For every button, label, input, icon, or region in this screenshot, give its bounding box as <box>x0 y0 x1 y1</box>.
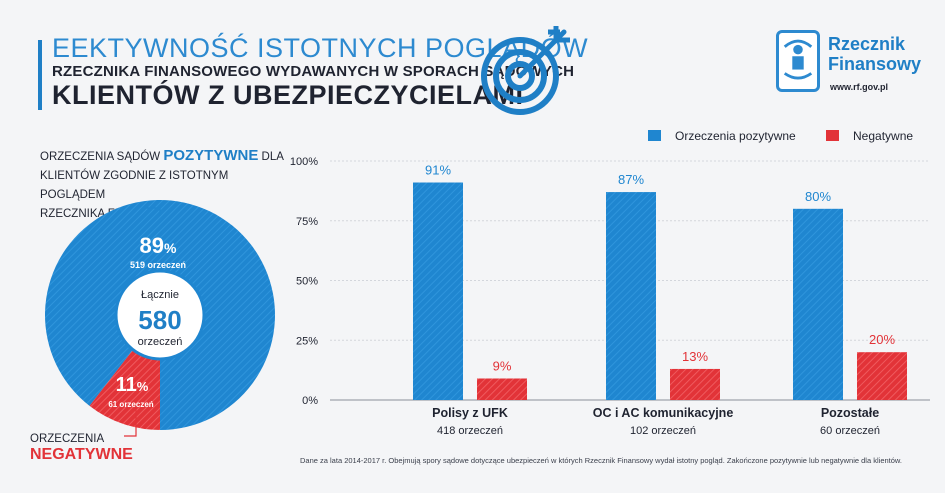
data-label: 13% <box>682 349 708 364</box>
data-label: 91% <box>425 163 451 178</box>
y-tick-label: 0% <box>302 395 318 407</box>
negative-caption-line1: ORZECZENIA <box>30 433 105 445</box>
x-category-label: OC i AC komunikacyjne <box>593 406 734 420</box>
title-line-3: KLIENTÓW Z UBEZPIECZYCIELAMI <box>52 80 524 110</box>
legend-item-negative: Negatywne <box>826 129 913 143</box>
positive-caption-line2: KLIENTÓW ZGODNIE Z ISTOTNYM POGLĄDEM <box>40 170 229 201</box>
bar-positive <box>413 182 463 400</box>
x-category-label: Pozostałe <box>821 406 879 420</box>
y-tick-label: 100% <box>290 156 318 168</box>
legend-swatch-positive <box>648 130 661 141</box>
x-category-label: Polisy z UFK <box>432 406 508 420</box>
donut-negative-pct-value: 11 <box>116 374 137 396</box>
logo-name-line2: Finansowy <box>828 54 922 74</box>
bar-negative <box>670 368 720 400</box>
y-tick-label: 25% <box>296 335 318 347</box>
bar-positive <box>793 208 843 400</box>
donut-positive-pct-value: 89 <box>140 233 164 258</box>
y-tick-label: 75% <box>296 216 318 228</box>
x-category-count: 418 orzeczeń <box>437 425 503 437</box>
y-tick-label: 50% <box>296 276 318 288</box>
data-label: 20% <box>869 332 895 347</box>
title-line-2: RZECZNIKA FINANSOWEGO WYDAWANYCH W SPORA… <box>52 63 575 80</box>
negative-caption: ORZECZENIA NEGATYWNE <box>30 431 133 463</box>
bar-negative <box>477 378 527 400</box>
donut-negative-count: 61 orzeczeń <box>108 400 153 409</box>
donut-positive-pct-sign: % <box>164 240 177 256</box>
logo-name-line1: Rzecznik <box>828 34 906 54</box>
x-category-count: 60 orzeczeń <box>820 425 880 437</box>
legend-item-positive: Orzeczenia pozytywne <box>648 129 796 143</box>
donut-negative-pct: 11% <box>116 374 149 396</box>
legend-label-negative: Negatywne <box>853 129 914 143</box>
data-label: 9% <box>493 358 512 373</box>
logo-url: www.rf.gov.pl <box>830 82 888 92</box>
bar-positive <box>606 192 656 400</box>
donut-total-value: 580 <box>138 305 181 335</box>
positive-caption-highlight: POZYTYWNE <box>163 147 259 164</box>
donut-negative-pct-sign: % <box>137 379 149 394</box>
legend-label-positive: Orzeczenia pozytywne <box>675 129 796 143</box>
bar-chart: 100% 75% 50% 25% 0% 91% 9% Polisy z UFK 418 orze… <box>290 156 930 437</box>
x-category-count: 102 orzeczeń <box>630 425 696 437</box>
donut-total-unit: orzeczeń <box>138 336 183 348</box>
positive-caption-post: DLA <box>258 151 284 163</box>
positive-caption-pre: ORZECZENIA SĄDÓW <box>40 151 164 163</box>
target-icon <box>481 26 570 115</box>
ombudsman-logo-icon <box>776 30 820 92</box>
negative-caption-highlight: NEGATYWNE <box>30 446 133 463</box>
donut-positive-count: 519 orzeczeń <box>130 260 186 270</box>
donut-center <box>114 269 206 361</box>
footnote: Dane za lata 2014-2017 r. Obejmują spory… <box>300 456 902 465</box>
legend-swatch-negative <box>826 130 839 141</box>
title-accent-bar <box>38 40 42 110</box>
data-label: 87% <box>618 172 644 187</box>
bar-negative <box>857 352 907 400</box>
logo-name: Rzecznik Finansowy <box>828 34 921 74</box>
donut-positive-pct: 89% <box>140 233 177 258</box>
donut-total-label: Łącznie <box>141 289 179 301</box>
data-label: 80% <box>805 189 831 204</box>
donut-chart: Łącznie 580 orzeczeń 89% 519 orzeczeń 11… <box>45 200 276 430</box>
